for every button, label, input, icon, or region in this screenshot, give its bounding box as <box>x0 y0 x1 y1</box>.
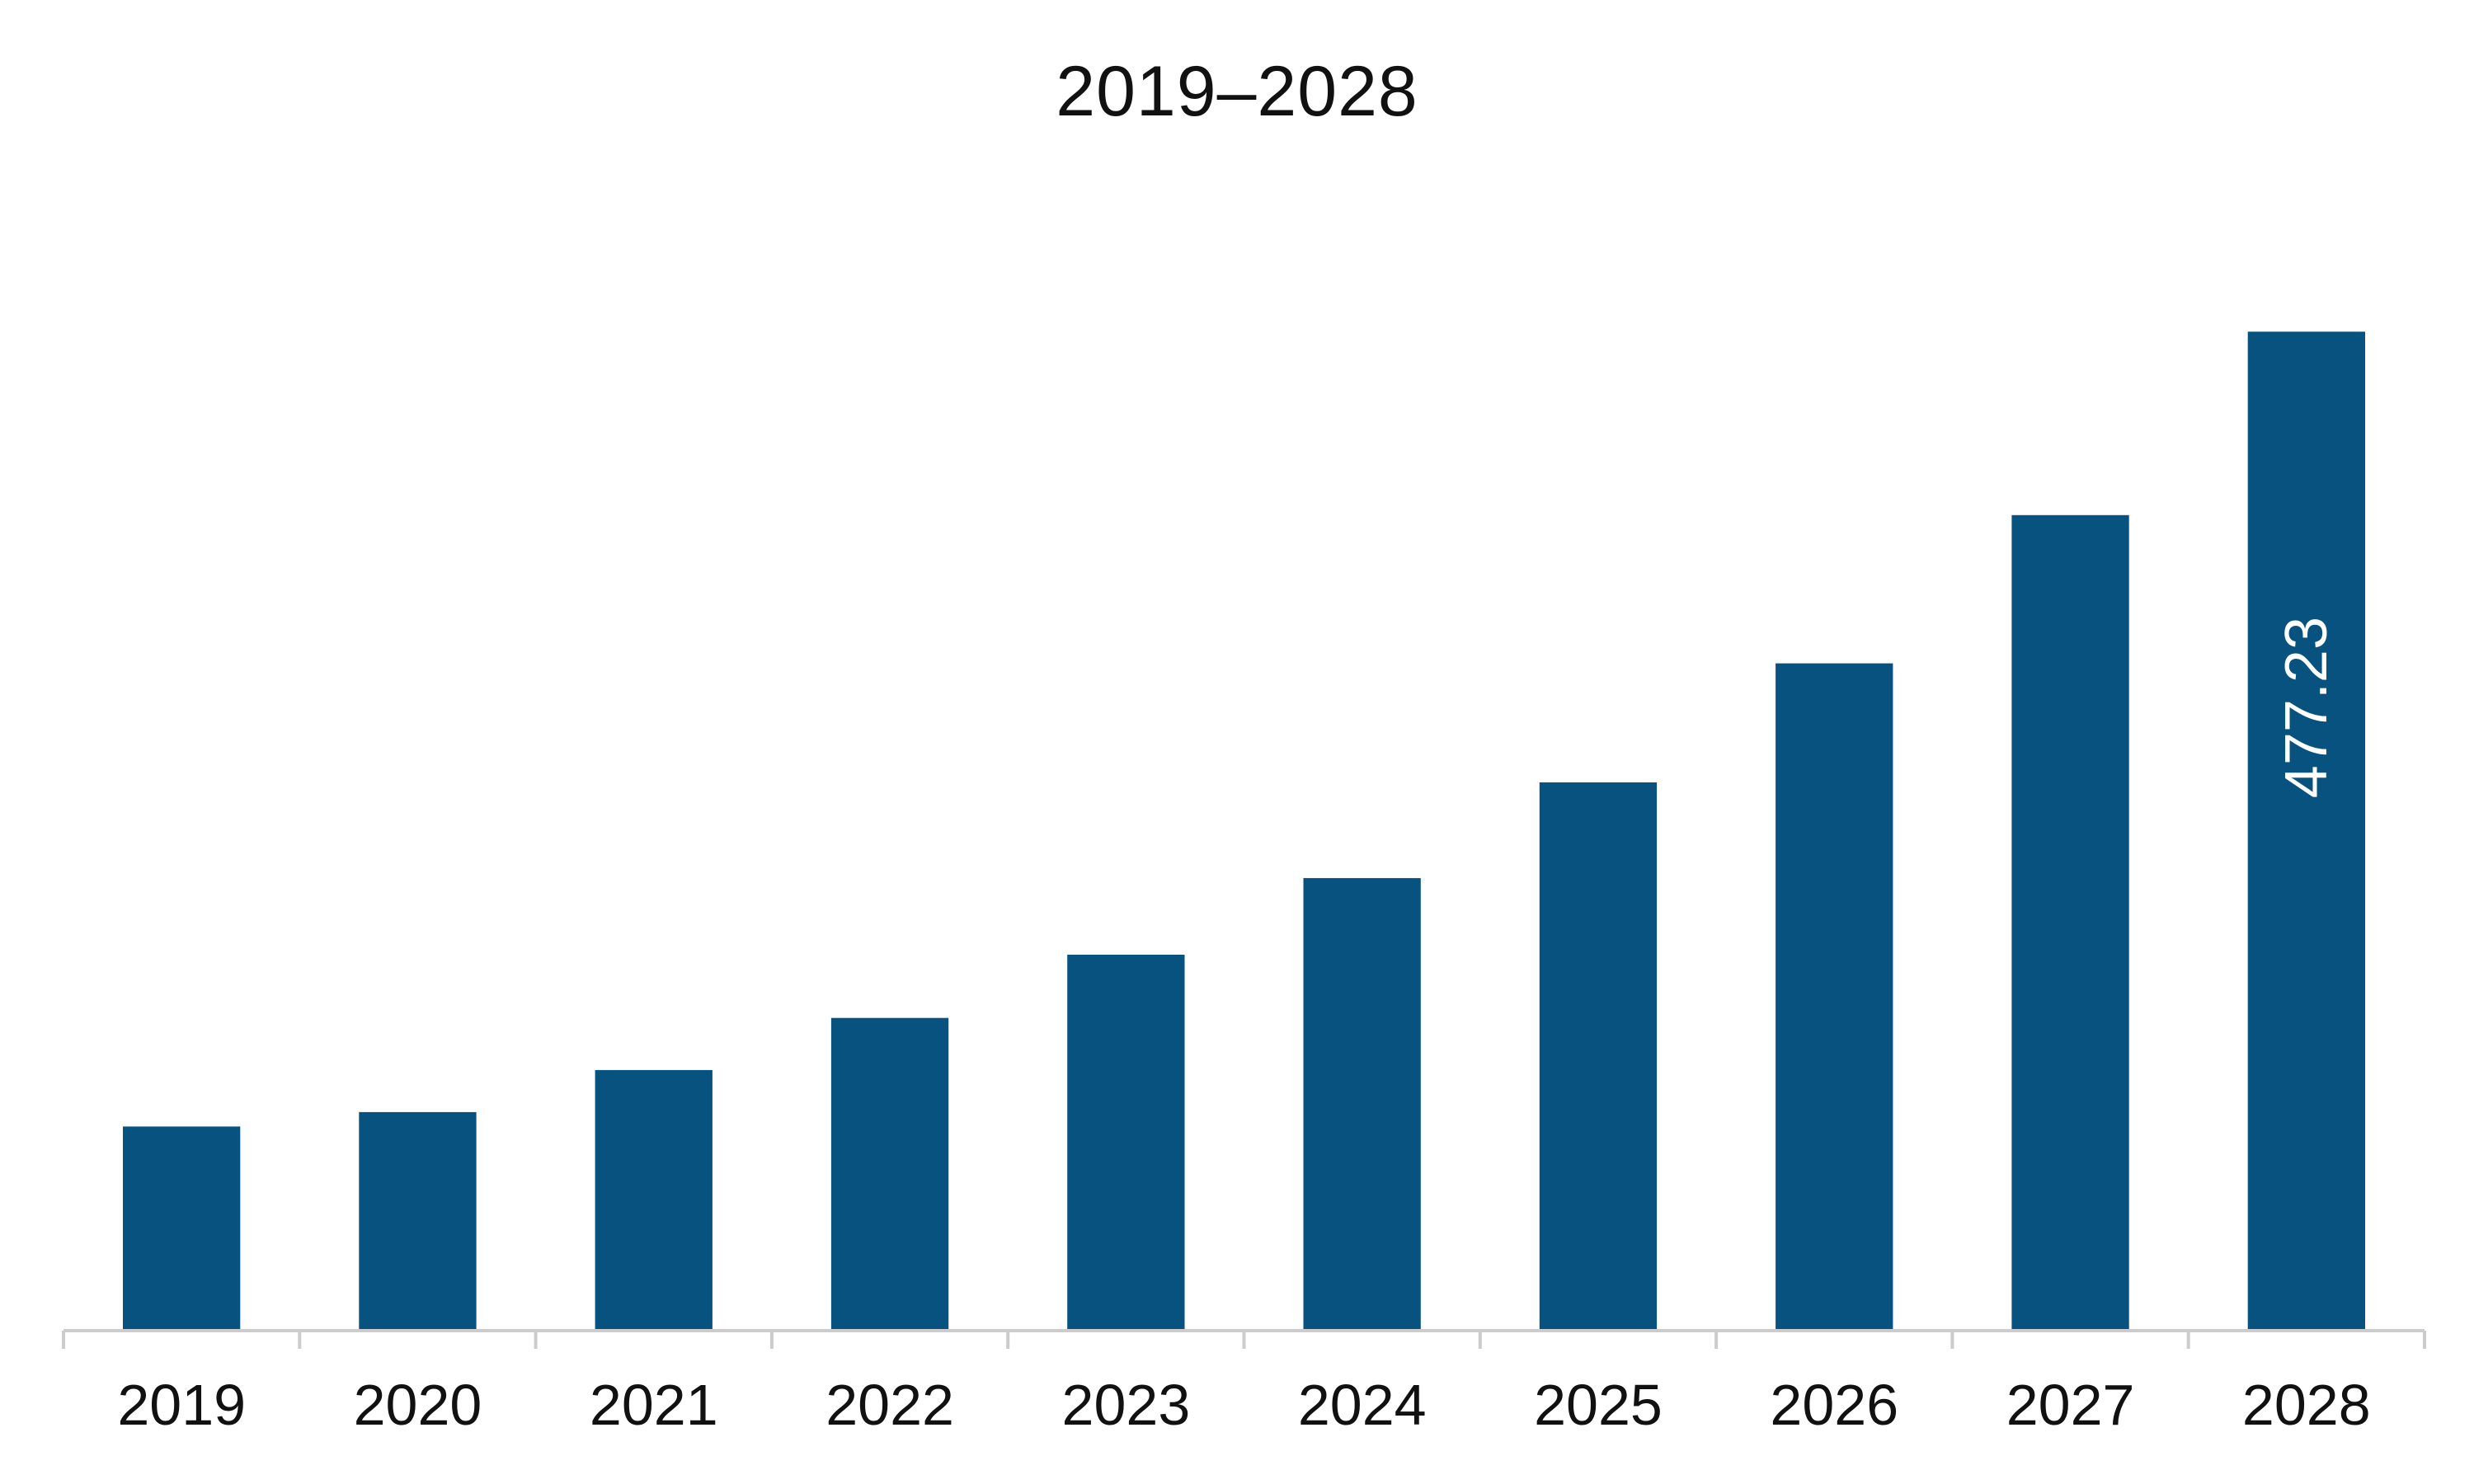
x-tick-label-2022: 2022 <box>825 1373 954 1437</box>
x-tick-label-2019: 2019 <box>117 1373 246 1437</box>
x-tick-label-2021: 2021 <box>590 1373 718 1437</box>
x-tick-label-2023: 2023 <box>1062 1373 1191 1437</box>
x-tick-label-2026: 2026 <box>1770 1373 1898 1437</box>
x-tick-label-2028: 2028 <box>2242 1373 2371 1437</box>
bar-2022 <box>830 1017 949 1331</box>
bar-2021 <box>595 1069 713 1331</box>
bars-layer <box>123 331 2365 1331</box>
bar-2020 <box>359 1111 477 1331</box>
x-tick-label-2025: 2025 <box>1534 1373 1663 1437</box>
tick-labels: 2019 2020 2021 2022 2023 2024 2025 2026 2027 2028 <box>117 1373 2370 1437</box>
bar-2024 <box>1303 878 1421 1331</box>
bar-2019 <box>123 1126 241 1331</box>
bar-2027 <box>2011 514 2129 1331</box>
bar-2028 <box>2247 331 2365 1331</box>
bar-2025 <box>1539 782 1658 1331</box>
x-tick-label-2027: 2027 <box>2006 1373 2135 1437</box>
data-labels: 477.23 <box>2274 617 2340 798</box>
chart-title: 2019–2028 <box>1056 52 1418 131</box>
data-label-2028: 477.23 <box>2274 617 2340 798</box>
x-tick-label-2020: 2020 <box>354 1373 482 1437</box>
bar-2023 <box>1067 955 1185 1331</box>
bar-2026 <box>1776 663 1893 1331</box>
x-tick-label-2024: 2024 <box>1298 1373 1427 1437</box>
x-axis <box>62 1329 2426 1349</box>
